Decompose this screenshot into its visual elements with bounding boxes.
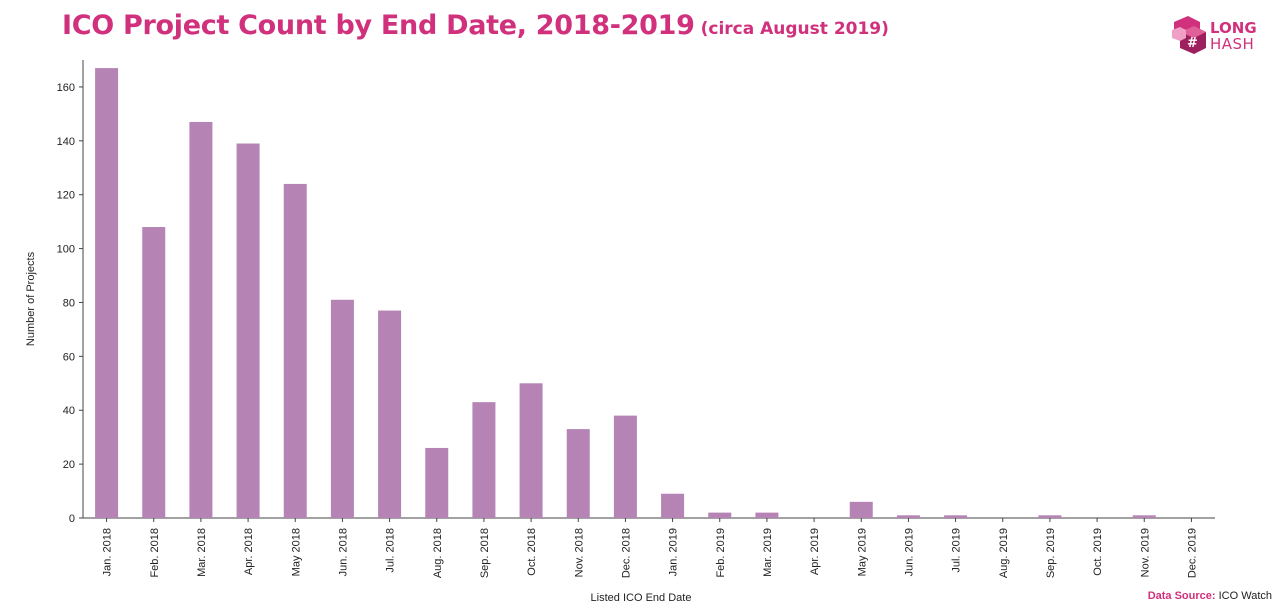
x-tick-label: Nov. 2018 (573, 528, 585, 577)
x-tick-label: Feb. 2019 (715, 528, 727, 578)
y-tick-label: 60 (63, 351, 75, 363)
bar (566, 429, 590, 518)
x-tick-label: Oct. 2019 (1092, 528, 1104, 576)
x-tick-label: Jul. 2018 (385, 528, 397, 573)
bar (944, 515, 968, 518)
bar (142, 227, 166, 519)
x-tick-label: Apr. 2019 (809, 528, 821, 575)
bar (896, 515, 920, 518)
bar (708, 512, 732, 518)
bar (613, 415, 637, 518)
x-tick-label: Aug. 2019 (998, 528, 1010, 578)
logo-line2: HASH (1210, 35, 1255, 53)
bar (189, 121, 213, 518)
y-tick-label: 80 (63, 297, 75, 309)
x-tick-label: Nov. 2019 (1139, 528, 1151, 577)
bar (330, 299, 354, 518)
bar (236, 143, 260, 519)
x-tick-label: Jul. 2019 (951, 528, 963, 573)
data-source-label: Data Source: (1147, 590, 1216, 602)
x-tick-label: Mar. 2019 (762, 528, 774, 577)
bar (519, 383, 543, 518)
bar (472, 402, 496, 518)
x-tick-label: Aug. 2018 (432, 528, 444, 578)
x-tick-label: May 2019 (856, 528, 868, 576)
x-tick-label: Jan. 2019 (668, 528, 680, 576)
data-source: Data Source: ICO Watch (1148, 590, 1272, 602)
y-tick-label: 100 (57, 244, 75, 256)
x-axis-label: Listed ICO End Date (591, 592, 692, 604)
x-tick-group: Jan. 2018 Feb. 2018 Mar. 2018 Apr. 2018 May … (102, 518, 1198, 578)
cube-logo-icon: # (1172, 16, 1206, 54)
bar (1132, 515, 1156, 518)
x-tick-label: Sep. 2018 (479, 528, 491, 578)
y-tick-label: 120 (57, 190, 75, 202)
x-tick-label: Jun. 2019 (903, 528, 915, 576)
y-tick-label: 0 (69, 513, 75, 525)
svg-text:#: # (1187, 36, 1198, 51)
y-axis-label: Number of Projects (25, 251, 37, 346)
x-tick-label: Dec. 2018 (620, 528, 632, 578)
longhash-logo: # LONG HASH (1170, 14, 1274, 56)
y-tick-group: 0 20 40 60 80 100 120 140 160 (57, 82, 83, 525)
x-tick-label: May 2018 (290, 528, 302, 576)
bar (378, 310, 402, 518)
x-tick-label: Oct. 2018 (526, 528, 538, 576)
x-tick-label: Mar. 2018 (196, 528, 208, 577)
y-tick-label: 20 (63, 459, 75, 471)
bar (1038, 515, 1062, 518)
x-tick-label: Jan. 2018 (102, 528, 114, 576)
bar (661, 493, 685, 518)
bar (755, 512, 779, 518)
title-main: ICO Project Count by End Date, 2018-2019 (62, 10, 695, 41)
bar (283, 183, 307, 518)
chart-title: ICO Project Count by End Date, 2018-2019… (62, 10, 889, 41)
title-subtitle: (circa August 2019) (700, 19, 889, 39)
data-source-value: ICO Watch (1218, 590, 1272, 602)
bars-group (95, 68, 1156, 519)
bar (425, 447, 449, 518)
x-tick-label: Dec. 2019 (1186, 528, 1198, 578)
logo-line1: LONG (1210, 19, 1257, 37)
x-tick-label: Apr. 2018 (243, 528, 255, 575)
x-tick-label: Feb. 2018 (149, 528, 161, 578)
x-tick-label: Jun. 2018 (337, 528, 349, 576)
y-tick-label: 40 (63, 405, 75, 417)
bar (849, 501, 873, 518)
y-tick-label: 160 (57, 82, 75, 94)
x-tick-label: Sep. 2019 (1045, 528, 1057, 578)
y-tick-label: 140 (57, 136, 75, 148)
bar (95, 68, 119, 519)
